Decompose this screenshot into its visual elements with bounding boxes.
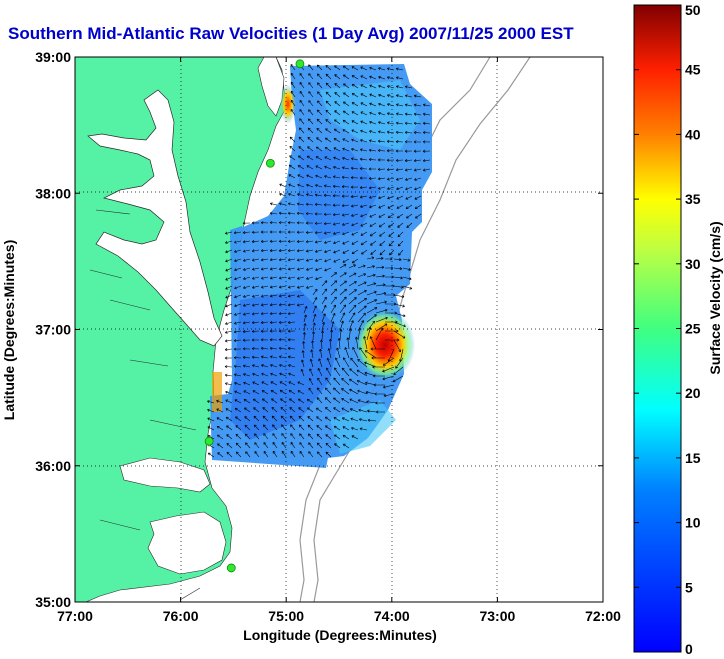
colorbar-tick-label: 25 xyxy=(685,321,701,337)
radar-stations xyxy=(204,59,305,573)
delaware-bay xyxy=(257,57,285,117)
x-tick-label: 74:00 xyxy=(374,608,410,624)
radar-station-marker xyxy=(265,158,275,168)
colorbar-tick-label: 30 xyxy=(685,256,701,272)
velocity-hotspot xyxy=(355,309,415,381)
radar-station-marker xyxy=(226,563,236,573)
colorbar-label: Surface Velocity (cm/s) xyxy=(707,221,723,374)
albemarle-sound xyxy=(119,457,211,493)
x-tick-label: 76:00 xyxy=(163,608,199,624)
colorbar-tick-label: 15 xyxy=(685,450,701,466)
x-axis-label: Longitude (Degrees:Minutes) xyxy=(243,627,437,643)
velocity-hotspot-coastal xyxy=(280,84,296,124)
y-axis-label: Latitude (Degrees:Minutes) xyxy=(1,240,17,420)
colorbar-tick-label: 35 xyxy=(685,191,701,207)
colorbar-tick-label: 0 xyxy=(685,641,693,657)
colorbar-tick-label: 40 xyxy=(685,126,701,142)
colorbar-tick-label: 45 xyxy=(685,62,701,78)
x-tick-label: 73:00 xyxy=(479,608,515,624)
y-tick-label: 36:00 xyxy=(35,458,71,474)
pamlico-sound xyxy=(147,511,227,575)
x-axis-ticks: 77:00 76:00 75:00 74:00 73:00 72:00 xyxy=(57,57,621,624)
colorbar-tick-label: 5 xyxy=(685,579,693,595)
graticule-grid xyxy=(75,57,603,602)
radar-station-marker xyxy=(295,59,305,69)
colorbar-tick-label: 20 xyxy=(685,385,701,401)
y-axis-ticks: 35:00 36:00 37:00 38:00 39:00 xyxy=(35,49,603,610)
velocity-coverage-slow-north xyxy=(298,150,380,240)
map-plot-area xyxy=(75,57,603,602)
colorbar-tick-label: 50 xyxy=(685,2,701,18)
velocity-coverage-fast xyxy=(320,80,420,150)
colorbar xyxy=(633,4,682,653)
map-title: Southern Mid-Atlantic Raw Velocities (1 … xyxy=(8,24,574,43)
x-tick-label: 72:00 xyxy=(585,608,621,624)
y-tick-label: 39:00 xyxy=(35,49,71,65)
colorbar-ticks: 0 5 10 15 20 25 30 35 40 45 50 xyxy=(634,2,701,657)
y-tick-label: 38:00 xyxy=(35,185,71,201)
colorbar-tick-label: 10 xyxy=(685,515,701,531)
y-tick-label: 35:00 xyxy=(35,594,71,610)
radar-station-marker xyxy=(204,436,214,446)
velocity-vector-arrows xyxy=(207,64,431,458)
velocity-coverage-fast-south xyxy=(330,400,396,454)
y-tick-label: 37:00 xyxy=(35,322,71,338)
chesapeake-bay xyxy=(87,89,223,347)
velocity-coastal-strip xyxy=(212,372,222,412)
river-inlets xyxy=(89,209,201,601)
x-tick-label: 75:00 xyxy=(268,608,304,624)
x-tick-label: 77:00 xyxy=(57,608,93,624)
velocity-vectors xyxy=(207,64,431,458)
